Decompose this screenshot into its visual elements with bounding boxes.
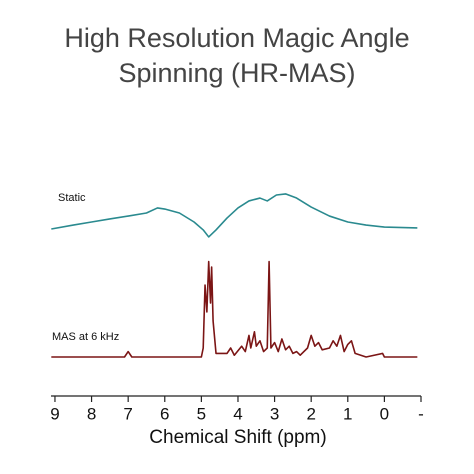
x-tick-label: 8	[87, 404, 96, 423]
chart-title: Spinning (HR-MAS)	[118, 58, 355, 88]
series-label: Static	[58, 192, 86, 204]
x-tick-label: 2	[306, 404, 315, 423]
x-axis-title: Chemical Shift (ppm)	[149, 427, 326, 448]
series-line	[51, 260, 418, 358]
x-tick-label: 7	[123, 404, 132, 423]
chart-title: High Resolution Magic Angle	[64, 23, 409, 53]
x-tick-label: 6	[160, 404, 169, 423]
x-tick-label: 1	[343, 404, 352, 423]
series-line	[51, 193, 418, 238]
series-label: MAS at 6 kHz	[52, 331, 119, 343]
x-tick-label: 3	[270, 404, 279, 423]
x-tick-label: 4	[233, 404, 242, 423]
x-tick-label: 9	[50, 404, 59, 423]
x-tick-label: 5	[197, 404, 206, 423]
x-tick-label: 0	[380, 404, 389, 423]
x-tick-label: -	[418, 404, 424, 423]
